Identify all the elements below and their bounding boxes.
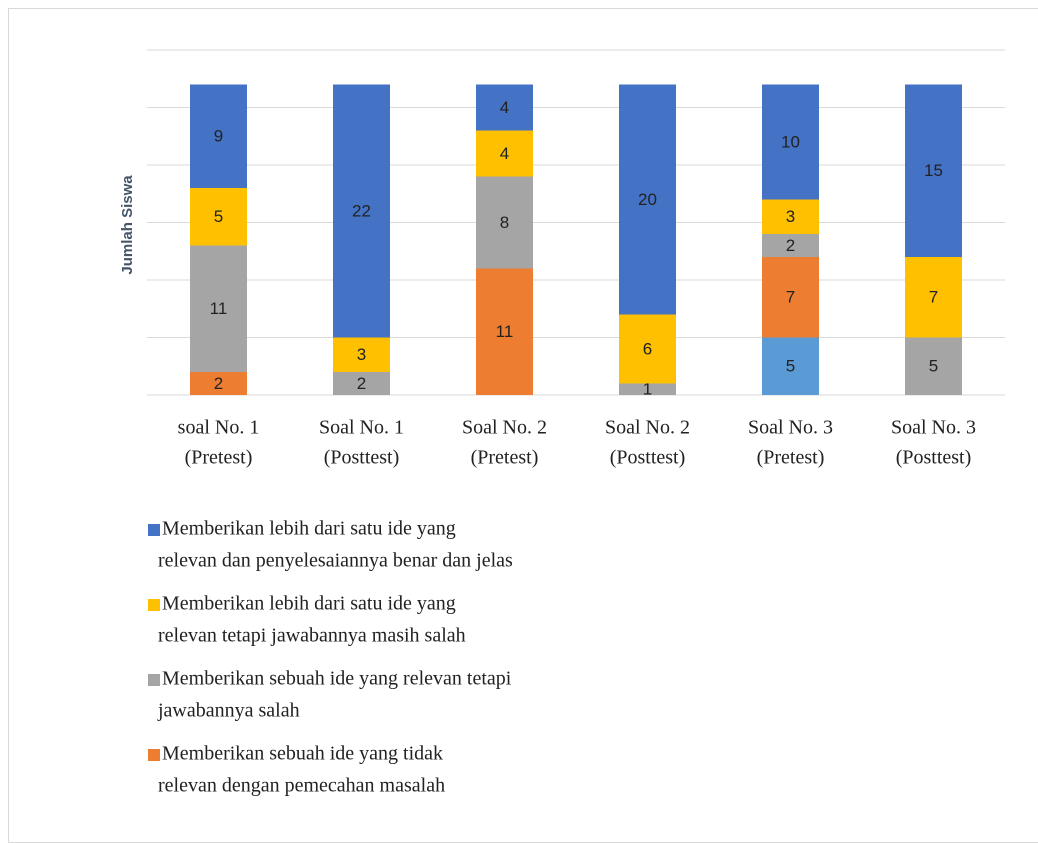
data-label: 11 <box>496 322 514 341</box>
x-tick-label: (Pretest) <box>757 447 825 469</box>
legend-swatch <box>148 599 160 611</box>
data-label: 5 <box>214 207 223 226</box>
x-tick-label: Soal No. 2 <box>462 417 547 439</box>
bar-segment <box>905 257 962 338</box>
x-tick-label: soal No. 1 <box>178 417 260 439</box>
data-label: 10 <box>781 132 800 151</box>
data-label: 15 <box>924 161 943 180</box>
legend-swatch <box>148 674 160 686</box>
bar-segment <box>333 337 390 372</box>
bar-segment <box>905 84 962 257</box>
bar-segment <box>476 84 533 131</box>
data-label: 11 <box>210 299 228 318</box>
data-label: 7 <box>786 288 795 307</box>
bar-segment <box>476 268 533 395</box>
bar-segment <box>190 188 247 246</box>
bar-segment <box>762 234 819 257</box>
data-label: 8 <box>500 213 509 232</box>
bar-segment <box>762 199 819 234</box>
x-tick-label: (Posttest) <box>324 447 400 469</box>
legend-label: jawabannya salah <box>157 700 300 722</box>
bar-segment <box>762 337 819 395</box>
x-tick-label: (Pretest) <box>471 447 539 469</box>
legend-swatch <box>148 749 160 761</box>
bar-segment <box>190 245 247 372</box>
data-label: 4 <box>500 144 509 163</box>
bar-segment <box>190 84 247 188</box>
bar-segment <box>476 130 533 177</box>
data-label: 20 <box>638 190 657 209</box>
bar-segment <box>905 337 962 395</box>
bar-segment <box>476 176 533 269</box>
legend-label: relevan dan penyelesaiannya benar dan je… <box>158 550 513 572</box>
x-tick-label: Soal No. 2 <box>605 417 690 439</box>
legend-label: Memberikan sebuah ide yang tidak <box>162 743 443 765</box>
legend-swatch <box>148 524 160 536</box>
legend-label: Memberikan lebih dari satu ide yang <box>162 593 456 615</box>
data-label: 6 <box>643 339 652 358</box>
bar-segment <box>333 372 390 395</box>
data-label: 3 <box>357 345 366 364</box>
data-label: 2 <box>786 236 795 255</box>
legend-label: relevan tetapi jawabannya masih salah <box>158 625 466 647</box>
data-label: 7 <box>929 288 938 307</box>
x-tick-label: Soal No. 1 <box>319 417 404 439</box>
x-tick-label: (Posttest) <box>896 447 972 469</box>
data-label: 2 <box>357 374 366 393</box>
bar-segment <box>619 383 676 395</box>
x-tick-label: (Posttest) <box>610 447 686 469</box>
bar-segment <box>333 84 390 338</box>
legend-label: Memberikan lebih dari satu ide yang <box>162 518 456 540</box>
bar-segment <box>762 257 819 338</box>
bar-segment <box>190 372 247 395</box>
x-tick-label: Soal No. 3 <box>748 417 833 439</box>
data-label: 5 <box>929 357 938 376</box>
data-label: 3 <box>786 207 795 226</box>
legend-label: relevan dengan pemecahan masalah <box>158 775 445 797</box>
data-label: 5 <box>786 357 795 376</box>
data-label: 1 <box>643 380 652 399</box>
data-label: 4 <box>500 98 509 117</box>
x-tick-label: Soal No. 3 <box>891 417 976 439</box>
data-label: 2 <box>214 374 223 393</box>
data-label: 22 <box>352 201 371 220</box>
x-tick-label: (Pretest) <box>185 447 253 469</box>
data-label: 9 <box>214 127 223 146</box>
bar-segment <box>762 84 819 200</box>
y-axis-label: Jumlah Siswa <box>119 175 136 275</box>
legend-label: Memberikan sebuah ide yang relevan tetap… <box>162 668 512 690</box>
bar-segment <box>619 314 676 384</box>
bar-segment <box>619 84 676 315</box>
